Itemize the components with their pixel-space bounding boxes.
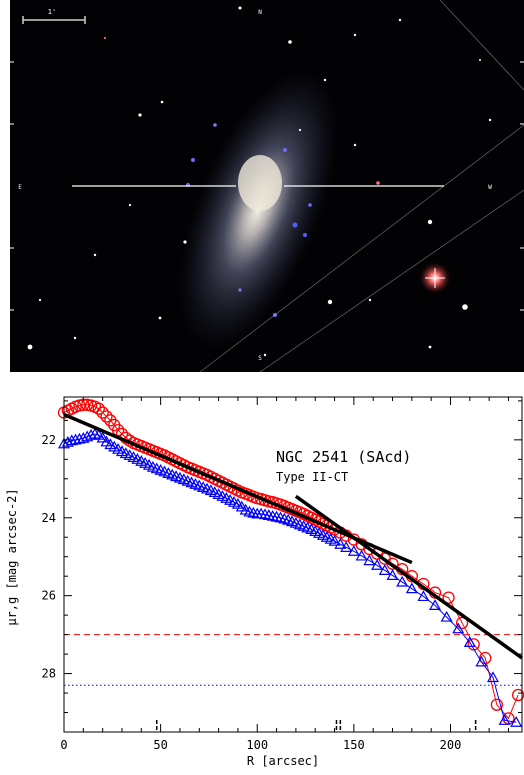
data-point-triangle <box>73 432 86 444</box>
x-tick-label: 50 <box>153 738 167 752</box>
data-point-triangle <box>85 428 98 440</box>
x-tick-label: 200 <box>440 738 462 752</box>
data-point-triangle <box>378 564 391 575</box>
data-point-triangle <box>270 510 283 522</box>
galaxy-image: 1' N E W S <box>10 0 524 372</box>
background-stars <box>27 6 492 357</box>
data-point-triangle <box>347 545 360 556</box>
data-point-triangle <box>386 569 399 581</box>
data-point-triangle <box>96 431 109 443</box>
axis-ticks: 0 50 100 150 200 22 24 26 28 <box>42 397 522 752</box>
frame-ticks <box>10 61 524 311</box>
y-tick-label: 28 <box>42 667 56 681</box>
data-point-triangle <box>77 432 90 443</box>
chart-title: NGC 2541 (SAcd) <box>276 448 411 466</box>
y-tick-label: 22 <box>42 433 56 447</box>
data-point-triangle <box>371 559 384 570</box>
data-point-triangle <box>396 575 409 587</box>
data-point-triangle <box>510 716 523 727</box>
data-point-triangle <box>498 714 511 725</box>
fit-line <box>294 494 524 660</box>
fit-lines <box>63 412 524 660</box>
data-point-triangle <box>262 509 275 521</box>
west-label: W <box>488 184 492 191</box>
x-axis-label: R [arcsec] <box>247 754 319 768</box>
data-point-triangle <box>340 541 353 552</box>
data-point-triangle <box>475 655 488 667</box>
y-tick-label: 24 <box>42 511 56 525</box>
data-point-triangle <box>328 534 341 546</box>
data-point-triangle <box>69 433 82 445</box>
data-point-triangle <box>463 636 476 648</box>
profile-chart: 0 50 100 150 200 22 24 26 28 NGC 2541 (SAcd) Typ… <box>5 396 524 768</box>
x-tick-label: 0 <box>60 738 67 752</box>
data-point-triangle <box>266 509 279 521</box>
data-point-circle <box>490 698 504 711</box>
data-point-triangle <box>334 538 347 549</box>
scale-bar <box>22 16 86 24</box>
data-point-circle <box>455 616 469 630</box>
south-label: S <box>258 355 262 362</box>
data-point-triangle <box>247 506 260 518</box>
x-tick-label: 100 <box>246 738 268 752</box>
y-axis-label: μr,g [mag arcsec-2] <box>5 488 19 625</box>
galaxy-image-panel: 1' N E W S <box>10 0 524 372</box>
data-point-triangle <box>452 622 465 634</box>
plot-frame <box>63 396 523 733</box>
data-point-triangle <box>486 671 500 683</box>
east-label: E <box>18 184 22 191</box>
y-tick-label: 26 <box>42 589 56 603</box>
galaxy-glow <box>177 68 339 352</box>
break-markers <box>156 720 477 732</box>
data-point-circle <box>100 410 113 423</box>
limit-lines <box>64 634 522 686</box>
data-point-triangle <box>429 599 442 611</box>
data-point-triangle <box>405 582 418 594</box>
data-point-triangle <box>417 590 430 602</box>
series-triangle <box>57 427 523 727</box>
chart-subtitle: Type II-CT <box>276 470 348 484</box>
scale-label: 1' <box>48 8 56 16</box>
x-tick-label: 150 <box>343 738 365 752</box>
data-point-triangle <box>61 435 74 447</box>
data-point-circle <box>442 591 455 604</box>
data-point-circle <box>92 402 105 415</box>
data-point-triangle <box>355 549 368 561</box>
data-point-triangle <box>440 610 453 622</box>
data-point-triangle <box>81 430 94 442</box>
data-point-triangle <box>363 554 376 566</box>
data-point-circle <box>96 406 109 419</box>
surface-brightness-profile-panel: 0 50 100 150 200 22 24 26 28 NGC 2541 (SAcd) Typ… <box>0 372 524 771</box>
north-label: N <box>258 9 262 16</box>
mask-outline <box>199 0 524 372</box>
data-point-triangle <box>258 508 271 520</box>
data-point-triangle <box>255 507 268 519</box>
data-point-circle <box>111 423 125 437</box>
